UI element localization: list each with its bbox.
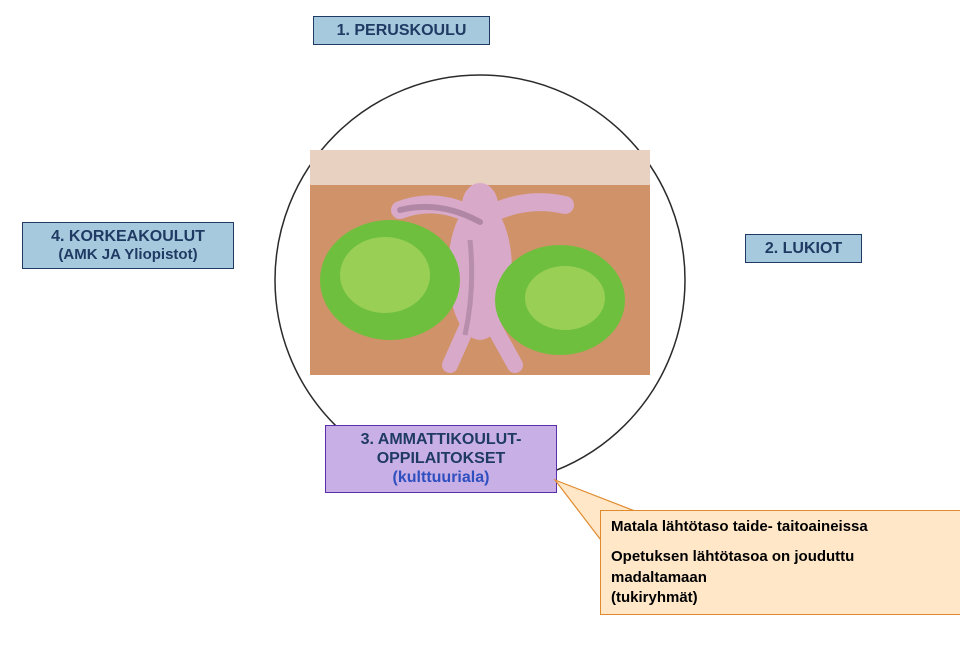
box-peruskoulu-label: 1. PERUSKOULU — [337, 22, 467, 39]
box-peruskoulu: 1. PERUSKOULU — [313, 16, 490, 45]
box-korkeakoulut: 4. KORKEAKOULUT (AMK JA Yliopistot) — [22, 222, 234, 269]
callout-line2: Opetuksen lähtötasoa on jouduttu madalta… — [611, 547, 951, 588]
callout-line3: (tukiryhmät) — [611, 588, 951, 608]
callout-box: Matala lähtötaso taide- taitoaineissa Op… — [600, 510, 960, 615]
box-korkeakoulut-line1: 4. KORKEAKOULUT — [33, 227, 223, 246]
box-korkeakoulut-line2: (AMK JA Yliopistot) — [33, 246, 223, 264]
box-lukiot-label: 2. LUKIOT — [765, 240, 842, 257]
box-ammatti-line3: (kulttuuriala) — [336, 468, 546, 487]
box-ammatti-line2: OPPILAITOKSET — [336, 449, 546, 468]
box-ammatti-line1: 3. AMMATTIKOULUT- — [336, 430, 546, 449]
box-ammatti: 3. AMMATTIKOULUT- OPPILAITOKSET (kulttuu… — [325, 425, 557, 493]
callout-line1: Matala lähtötaso taide- taitoaineissa — [611, 517, 951, 537]
box-lukiot: 2. LUKIOT — [745, 234, 862, 263]
center-painting — [310, 150, 650, 375]
